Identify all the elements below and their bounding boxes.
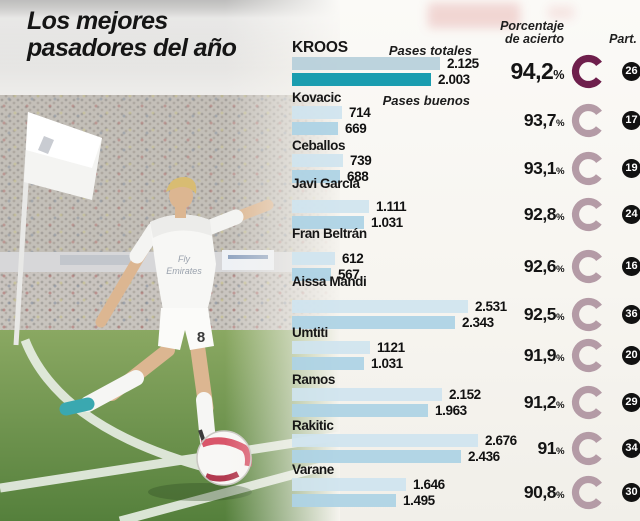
accuracy-donut-icon — [571, 151, 606, 185]
player-name: Rakitic — [292, 418, 334, 433]
accuracy-percent: 92,6% — [523, 256, 565, 277]
bar-pases-totales — [292, 434, 478, 447]
bar-pases-totales — [292, 252, 335, 265]
matches-badge: 20 — [622, 345, 640, 365]
value-pases-totales: 612 — [342, 251, 364, 266]
accuracy-percent: 91% — [537, 438, 564, 459]
value-pases-buenos: 688 — [347, 169, 369, 184]
bar-pases-buenos — [292, 216, 364, 229]
title-line2: pasadores del año — [27, 34, 237, 62]
legend-pases-totales: Pases totales — [388, 43, 472, 58]
player-photo-illustration: Fly Emirates 8 — [0, 0, 340, 521]
matches-badge: 26 — [622, 61, 640, 81]
accuracy-donut-icon — [571, 297, 606, 331]
bar-pases-totales — [292, 388, 442, 401]
accuracy-percent: 90,8% — [523, 482, 565, 503]
bar-pases-buenos — [292, 357, 364, 370]
value-pases-buenos: 669 — [345, 121, 367, 136]
value-pases-totales: 2.676 — [485, 433, 517, 448]
accuracy-percent: 92,5% — [523, 304, 565, 325]
value-pases-totales: 739 — [350, 153, 372, 168]
player-name: Kovacic — [292, 90, 341, 105]
scoreboard-glow — [428, 3, 520, 28]
bar-pases-totales — [292, 341, 370, 354]
matches-badge: 24 — [622, 204, 640, 224]
value-pases-totales: 1.111 — [376, 199, 407, 214]
value-pases-buenos: 567 — [338, 267, 360, 282]
player-name: Ceballos — [292, 138, 346, 153]
bar-pases-buenos — [292, 268, 331, 281]
player-name: Umtiti — [292, 325, 328, 340]
page-title: Los mejores pasadores del año — [27, 7, 237, 62]
corner-flag-icon — [13, 112, 102, 346]
svg-text:8: 8 — [197, 329, 205, 346]
bar-pases-totales — [292, 154, 343, 167]
bar-pases-buenos — [292, 122, 338, 135]
matches-badge: 34 — [622, 438, 640, 458]
value-pases-buenos: 2.343 — [462, 315, 494, 330]
value-pases-buenos: 1.031 — [371, 215, 403, 230]
accuracy-donut-icon — [571, 338, 606, 372]
accuracy-donut-icon — [571, 103, 606, 137]
accuracy-percent: 91,9% — [523, 345, 565, 366]
value-pases-buenos: 2.436 — [468, 449, 500, 464]
accuracy-percent: 94,2% — [510, 58, 564, 85]
bar-pases-totales — [292, 200, 369, 213]
bar-pases-totales — [292, 300, 468, 313]
matches-badge: 19 — [622, 158, 640, 178]
scoreboard-glow-small — [548, 6, 574, 19]
accuracy-donut-icon — [571, 54, 606, 88]
player-name: KROOS — [292, 39, 348, 56]
value-pases-totales: 1121 — [377, 340, 405, 355]
matches-badge: 36 — [622, 304, 640, 324]
accuracy-donut-icon — [571, 249, 606, 283]
accuracy-percent: 93,1% — [523, 158, 565, 179]
accuracy-donut-icon — [571, 197, 606, 231]
header-porcentaje-acierto: Porcentaje de acierto — [500, 19, 564, 46]
value-pases-totales: 2.152 — [449, 387, 481, 402]
value-pases-totales: 714 — [349, 105, 371, 120]
matches-badge: 17 — [622, 110, 640, 130]
svg-text:Fly: Fly — [178, 254, 190, 264]
legend-pases-buenos: Pases buenos — [382, 93, 470, 108]
bar-pases-buenos — [292, 73, 431, 86]
bar-pases-totales — [292, 106, 342, 119]
player-name: Javi García — [292, 176, 360, 191]
value-pases-totales: 2.531 — [475, 299, 507, 314]
header-part: Part. — [609, 32, 637, 46]
svg-text:Emirates: Emirates — [166, 266, 202, 276]
value-pases-totales: 1.646 — [413, 477, 445, 492]
player-name: Varane — [292, 462, 334, 477]
accuracy-donut-icon — [571, 431, 606, 465]
value-pases-totales: 2.125 — [447, 56, 479, 71]
player-name: Fran Beltrán — [292, 226, 367, 241]
accuracy-donut-icon — [571, 385, 606, 419]
bar-pases-buenos — [292, 316, 455, 329]
matches-badge: 29 — [622, 392, 640, 412]
accuracy-percent: 92,8% — [523, 204, 565, 225]
matches-badge: 16 — [622, 256, 640, 276]
passers-chart: Porcentaje de acierto Part. Pases totale… — [288, 0, 640, 521]
bar-pases-totales — [292, 478, 406, 491]
accuracy-percent: 91,2% — [523, 392, 565, 413]
bar-pases-buenos — [292, 450, 461, 463]
bar-pases-totales — [292, 57, 440, 70]
bar-pases-buenos — [292, 494, 396, 507]
value-pases-buenos: 1.495 — [403, 493, 435, 508]
title-line1: Los mejores — [27, 7, 168, 35]
accuracy-donut-icon — [571, 475, 606, 509]
player-name: Aissa Mandi — [292, 274, 367, 289]
bar-pases-buenos — [292, 170, 340, 183]
player-name: Ramos — [292, 372, 336, 387]
value-pases-buenos: 1.963 — [435, 403, 467, 418]
accuracy-percent: 93,7% — [523, 110, 565, 131]
value-pases-buenos: 2.003 — [438, 72, 470, 87]
value-pases-buenos: 1.031 — [371, 356, 403, 371]
matches-badge: 30 — [622, 482, 640, 502]
bar-pases-buenos — [292, 404, 428, 417]
